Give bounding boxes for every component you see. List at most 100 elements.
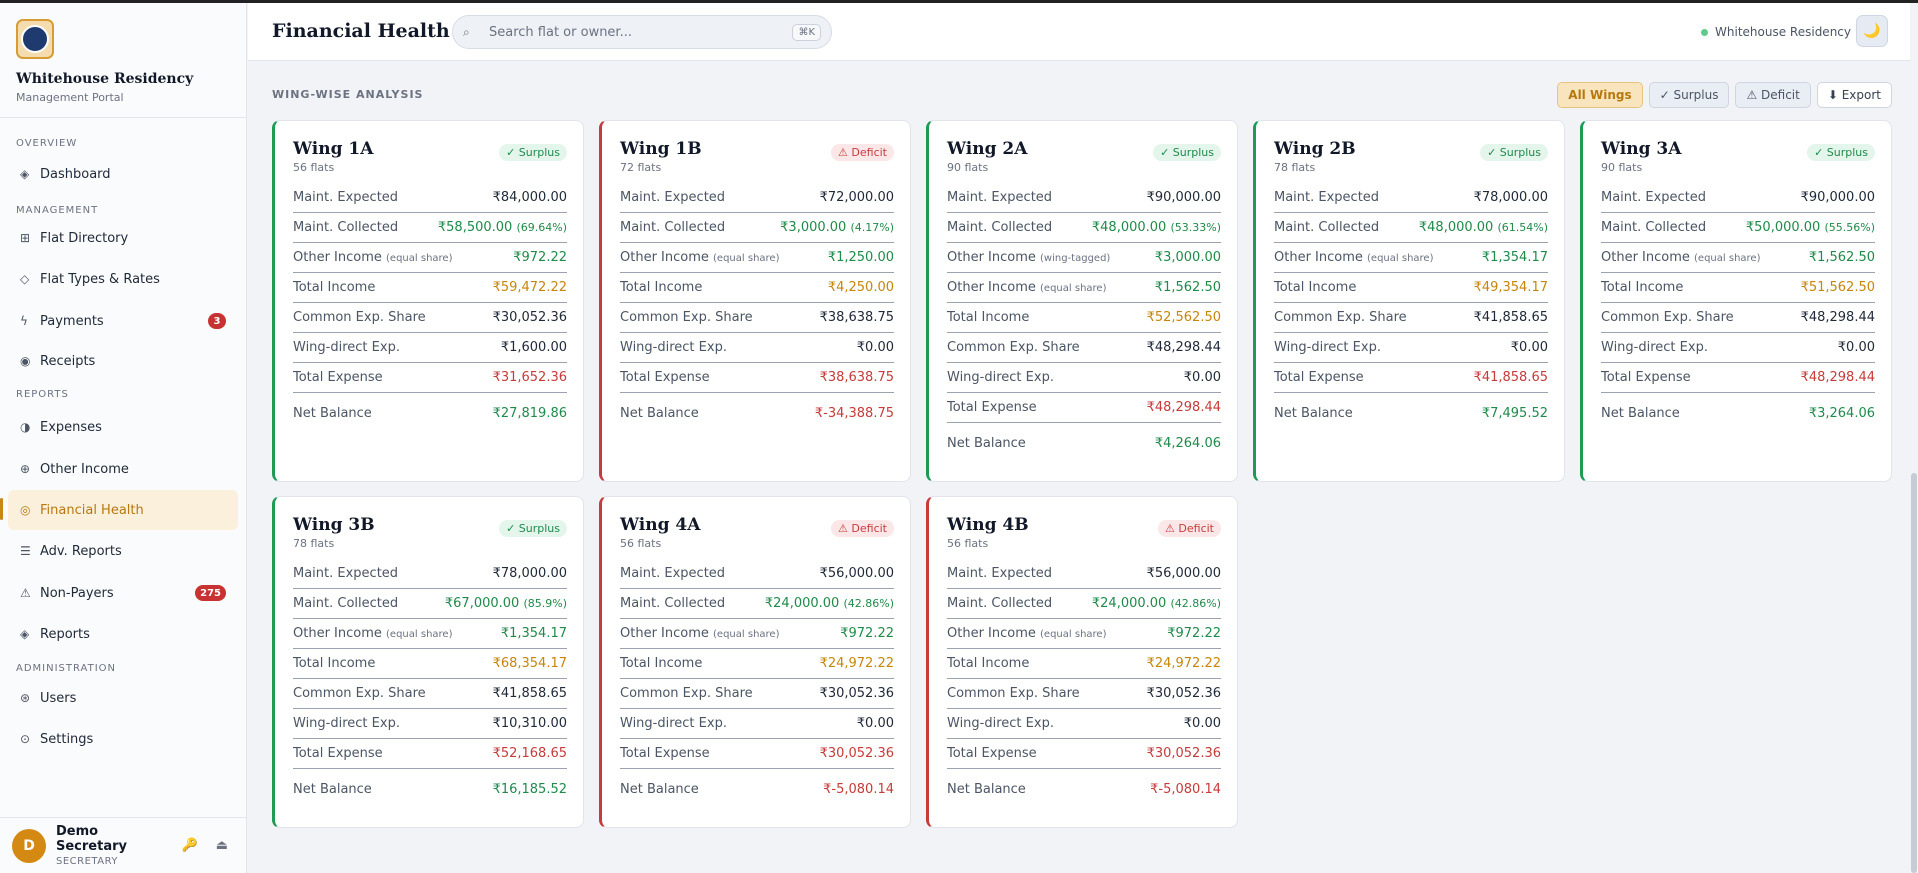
scrollbar[interactable]: [1910, 3, 1918, 873]
sidebar-item-label: Expenses: [40, 419, 102, 435]
non-payers-badge: 275: [195, 585, 226, 601]
sidebar-item-users[interactable]: ⊛ Users: [8, 678, 238, 718]
sidebar-item-flat-types[interactable]: ◇ Flat Types & Rates: [8, 258, 238, 300]
user-panel: D Demo Secretary SECRETARY 🔑 ⏏: [0, 817, 246, 873]
row-label: Total Expense: [620, 746, 710, 761]
residency-logo[interactable]: [16, 19, 54, 59]
sidebar-item-expenses[interactable]: ◑ Expenses: [8, 406, 238, 448]
row-total-income: Total Income ₹24,972.22: [947, 649, 1221, 679]
collection-percent: (55.56%): [1824, 221, 1875, 234]
row-label: Total Income: [620, 280, 703, 295]
sidebar-item-non-payers[interactable]: ⚠ Non-Payers 275: [8, 572, 238, 614]
wing-name: Wing 3A: [1601, 139, 1682, 159]
filter-deficit-button[interactable]: ⚠ Deficit: [1735, 82, 1811, 108]
card-rows: Maint. Expected ₹90,000.00 Maint. Collecte…: [1601, 183, 1875, 433]
sidebar-item-adv-reports[interactable]: ☰ Adv. Reports: [8, 530, 238, 572]
row-value: ₹84,000.00: [492, 190, 567, 205]
key-icon[interactable]: 🔑: [181, 838, 198, 853]
row-common-exp: Common Exp. Share ₹48,298.44: [1601, 303, 1875, 333]
row-label: Other Income (equal share): [1274, 250, 1434, 265]
row-total-expense: Total Expense ₹48,298.44: [1601, 363, 1875, 393]
avatar[interactable]: D: [12, 828, 46, 863]
theme-toggle-button[interactable]: 🌙: [1856, 15, 1888, 47]
wing-card[interactable]: Wing 1B 72 flats ⚠ Deficit Maint. Expected ₹…: [599, 120, 911, 482]
row-other-income: Other Income (equal share) ₹1,250.00: [620, 243, 894, 273]
row-value: ₹4,264.06: [1154, 435, 1221, 451]
status-badge: ✓ Surplus: [499, 520, 567, 537]
card-header: Wing 1A 56 flats ✓ Surplus: [293, 139, 567, 177]
row-value: ₹1,562.50: [1154, 280, 1221, 295]
wing-flat-count: 56 flats: [947, 537, 989, 550]
nav-section-management: MANAGEMENT: [16, 205, 99, 216]
row-other-income: Other Income (equal share) ₹1,354.17: [1274, 243, 1548, 273]
row-value: ₹0.00: [1183, 716, 1221, 731]
row-value: ₹24,000.00 (42.86%): [1091, 596, 1221, 611]
card-header: Wing 2A 90 flats ✓ Surplus: [947, 139, 1221, 177]
row-label: Net Balance: [620, 405, 699, 421]
row-label: Other Income (equal share): [947, 626, 1107, 641]
row-value: ₹49,354.17: [1473, 280, 1548, 295]
sidebar-item-receipts[interactable]: ◉ Receipts: [8, 342, 238, 380]
status-badge: ✓ Surplus: [1153, 144, 1221, 161]
scrollbar-thumb[interactable]: [1911, 473, 1917, 873]
row-value: ₹7,495.52: [1481, 405, 1548, 421]
status-badge: ⚠ Deficit: [831, 144, 894, 161]
row-total-expense: Total Expense ₹48,298.44: [947, 393, 1221, 423]
row-maint-expected: Maint. Expected ₹78,000.00: [293, 559, 567, 589]
row-common-exp: Common Exp. Share ₹41,858.65: [1274, 303, 1548, 333]
wing-card[interactable]: Wing 4A 56 flats ⚠ Deficit Maint. Expected ₹…: [599, 496, 911, 828]
sidebar-item-reports[interactable]: ◈ Reports: [8, 614, 238, 654]
row-value: ₹-5,080.14: [823, 781, 894, 797]
row-label: Common Exp. Share: [1601, 310, 1734, 325]
row-maint-expected: Maint. Expected ₹84,000.00: [293, 183, 567, 213]
card-rows: Maint. Expected ₹56,000.00 Maint. Collecte…: [620, 559, 894, 809]
status-dot: [1701, 28, 1709, 36]
wing-flat-count: 90 flats: [1601, 161, 1643, 174]
users-icon: ⊛: [20, 691, 31, 705]
row-value: ₹24,972.22: [1146, 656, 1221, 671]
wing-name: Wing 4B: [947, 515, 1029, 535]
dashboard-icon: ◈: [20, 167, 30, 181]
lightning-icon: ϟ: [20, 314, 28, 328]
row-value: ₹0.00: [1183, 370, 1221, 385]
wing-card[interactable]: Wing 1A 56 flats ✓ Surplus Maint. Expected ₹…: [272, 120, 584, 482]
wing-flat-count: 90 flats: [947, 161, 989, 174]
row-label: Other Income (equal share): [293, 626, 453, 641]
row-label: Maint. Expected: [947, 190, 1053, 205]
wing-card[interactable]: Wing 2A 90 flats ✓ Surplus Maint. Expected ₹…: [926, 120, 1238, 482]
row-label: Maint. Expected: [293, 190, 399, 205]
nav-section-overview: OVERVIEW: [16, 138, 78, 149]
wing-card[interactable]: Wing 3B 78 flats ✓ Surplus Maint. Expected ₹…: [272, 496, 584, 828]
sidebar-item-other-income[interactable]: ⊕ Other Income: [8, 448, 238, 490]
search-box[interactable]: ⌕ ⌘K: [452, 15, 832, 49]
table-icon: ☰: [20, 544, 31, 558]
row-label: Common Exp. Share: [1274, 310, 1407, 325]
wing-flat-count: 72 flats: [620, 161, 662, 174]
row-label: Other Income (wing-tagged): [947, 250, 1111, 265]
wing-card[interactable]: Wing 4B 56 flats ⚠ Deficit Maint. Expected ₹…: [926, 496, 1238, 828]
row-label: Maint. Collected: [947, 596, 1053, 611]
diamond-icon: ◇: [20, 272, 30, 286]
sidebar-item-payments[interactable]: ϟ Payments 3: [8, 300, 238, 342]
filter-surplus-button[interactable]: ✓ Surplus: [1648, 82, 1730, 108]
export-button[interactable]: ⬇ Export: [1816, 82, 1892, 108]
row-label: Total Expense: [947, 400, 1037, 415]
row-label: Net Balance: [620, 781, 699, 797]
search-shortcut: ⌘K: [792, 23, 821, 41]
wing-card[interactable]: Wing 3A 90 flats ✓ Surplus Maint. Expected ₹…: [1580, 120, 1892, 482]
sidebar-item-flat-directory[interactable]: ⊞ Flat Directory: [8, 218, 238, 258]
sidebar-item-dashboard[interactable]: ◈ Dashboard: [8, 155, 238, 193]
logout-icon[interactable]: ⏏: [215, 838, 228, 853]
wing-card[interactable]: Wing 2B 78 flats ✓ Surplus Maint. Expected ₹…: [1253, 120, 1565, 482]
sidebar-item-label: Reports: [40, 626, 90, 642]
row-other-income: Other Income (equal share) ₹972.22: [620, 619, 894, 649]
sidebar-item-settings[interactable]: ⊙ Settings: [8, 718, 238, 760]
collection-percent: (42.86%): [1170, 597, 1221, 610]
row-label: Net Balance: [293, 781, 372, 797]
sidebar-item-financial-health[interactable]: ◎ Financial Health: [0, 490, 238, 530]
search-input[interactable]: [489, 24, 793, 40]
filter-all-wings-button[interactable]: All Wings: [1557, 82, 1643, 108]
row-label: Net Balance: [947, 781, 1026, 797]
row-label: Net Balance: [947, 435, 1026, 451]
card-header: Wing 1B 72 flats ⚠ Deficit: [620, 139, 894, 177]
